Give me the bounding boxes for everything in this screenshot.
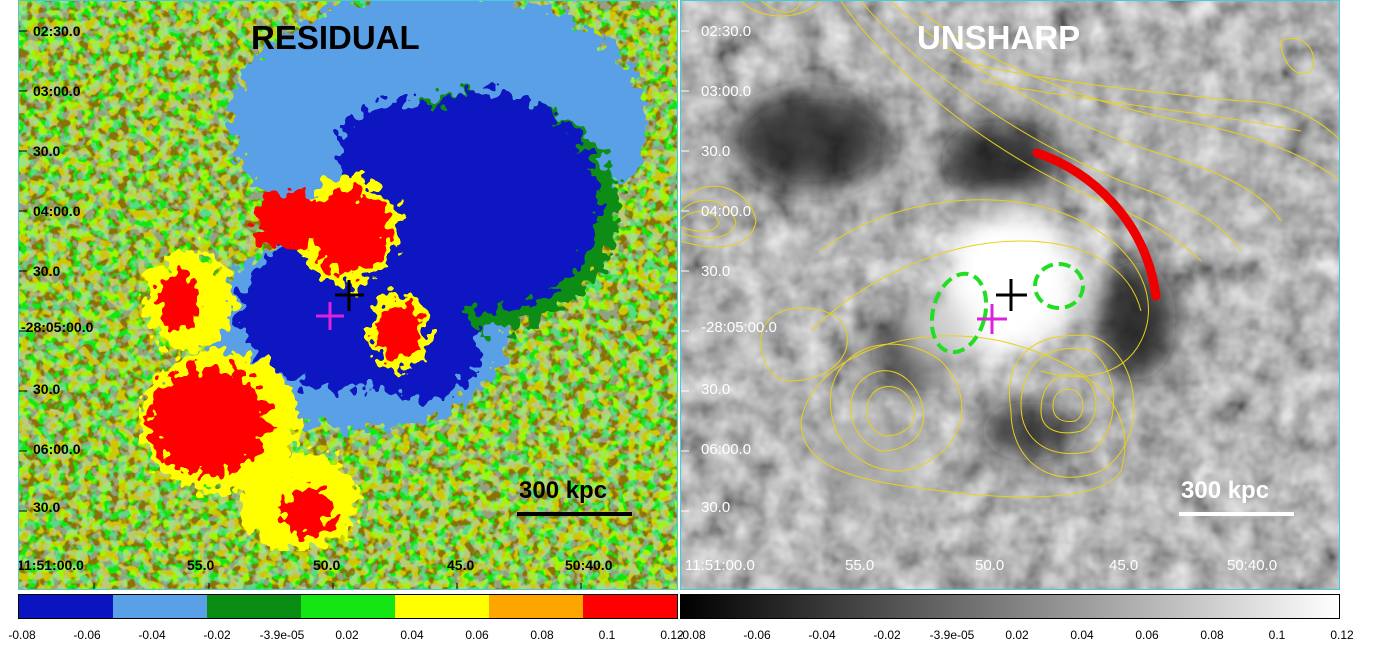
- dec-label: 30.0: [33, 499, 61, 515]
- dec-label: 03:00.0: [33, 83, 81, 99]
- residual-image: [19, 1, 677, 589]
- scale-label: 300 kpc: [1181, 477, 1270, 504]
- ra-label: 11:51:00.0: [685, 557, 755, 574]
- colorbar-segment: [301, 595, 395, 618]
- colorbar-tick-label: 0.12: [1330, 628, 1354, 642]
- dec-label: -28:05:00.0: [701, 319, 777, 336]
- colorbar-tick-label: -0.08: [678, 628, 706, 642]
- colorbar-tick-label: -0.08: [8, 628, 36, 642]
- scale-bar-right: [1179, 512, 1294, 516]
- dec-label: 04:00.0: [701, 203, 752, 220]
- colorbar-tick-label: -0.06: [743, 628, 771, 642]
- unsharp-image: [681, 1, 1339, 589]
- cross-markers-right: [977, 279, 1027, 334]
- dec-label: 30.0: [701, 381, 731, 398]
- dec-label: 30.0: [33, 263, 61, 279]
- unsharp-panel: UNSHARP 02:30.0 03:00.0 30.0 04:00.0 30.…: [680, 0, 1340, 590]
- ra-label: 50:40.0: [1227, 557, 1278, 574]
- colorbar-tick-label: 0.06: [465, 628, 489, 642]
- scale-bar-left: [517, 512, 632, 516]
- unsharp-colorbar: [680, 594, 1340, 619]
- colorbar-tick-label: 0.06: [1135, 628, 1159, 642]
- colorbar-tick-label: -0.02: [873, 628, 901, 642]
- colorbar-tick-label: -0.02: [203, 628, 231, 642]
- colorbar-tick-label: -3.9e-05: [929, 628, 975, 642]
- colorbar-segment: [583, 595, 677, 618]
- scale-label: 300 kpc: [519, 477, 608, 504]
- ra-label: 45.0: [447, 557, 475, 573]
- panel-title: RESIDUAL: [251, 19, 420, 56]
- colorbar-segment: [207, 595, 301, 618]
- dec-label: 06:00.0: [701, 441, 752, 458]
- colorbar-tick-label: 0.12: [660, 628, 684, 642]
- cross-markers-left: [316, 280, 364, 330]
- panel-title: UNSHARP: [917, 19, 1081, 56]
- ra-label: 55.0: [845, 557, 875, 574]
- ra-label: 11:51:00.0: [18, 557, 84, 573]
- radio-contours: [681, 1, 1339, 498]
- dec-label: 02:30.0: [33, 23, 81, 39]
- colorbar-tick-label: -0.04: [138, 628, 166, 642]
- ra-label: 55.0: [187, 557, 215, 573]
- colorbar-tick-label: -3.9e-05: [259, 628, 305, 642]
- residual-panel: RESIDUAL 02:30.0 03:00.0 30.0 04:00.0 30…: [18, 0, 678, 590]
- colorbar-tick-label: -0.04: [808, 628, 836, 642]
- colorbar-tick-label: 0.02: [335, 628, 359, 642]
- colorbar-tick-label: 0.1: [598, 628, 616, 642]
- ra-label: 50.0: [975, 557, 1005, 574]
- dec-label: 30.0: [701, 143, 731, 160]
- ra-label: 50:40.0: [565, 557, 613, 573]
- cavity-ellipse-right: [1033, 262, 1085, 310]
- dec-label: 30.0: [701, 499, 731, 516]
- colorbar-tick-label: -0.06: [73, 628, 101, 642]
- colorbar-tick-label: 0.04: [1070, 628, 1094, 642]
- dec-label: 30.0: [33, 381, 61, 397]
- colorbar-segment: [395, 595, 489, 618]
- colorbar-segment: [113, 595, 207, 618]
- dec-label: 04:00.0: [33, 203, 81, 219]
- colorbar-tick-label: 0.04: [400, 628, 424, 642]
- dec-label: 03:00.0: [701, 83, 752, 100]
- colorbar-tick-label: 0.02: [1005, 628, 1029, 642]
- ra-label: 50.0: [313, 557, 341, 573]
- dec-label: 30.0: [701, 263, 731, 280]
- residual-colorbar: [18, 594, 678, 619]
- dec-label: 30.0: [33, 143, 61, 159]
- colorbar-segment: [19, 595, 113, 618]
- dec-label: 02:30.0: [701, 23, 752, 40]
- colorbar-tick-label: 0.08: [1200, 628, 1224, 642]
- dec-label: 06:00.0: [33, 441, 81, 457]
- ra-label: 45.0: [1109, 557, 1139, 574]
- shock-arc: [1032, 148, 1161, 301]
- colorbar-segment: [489, 595, 583, 618]
- dec-label: -28:05:00.0: [21, 319, 94, 335]
- colorbar-tick-label: 0.1: [1268, 628, 1286, 642]
- colorbar-tick-label: 0.08: [530, 628, 554, 642]
